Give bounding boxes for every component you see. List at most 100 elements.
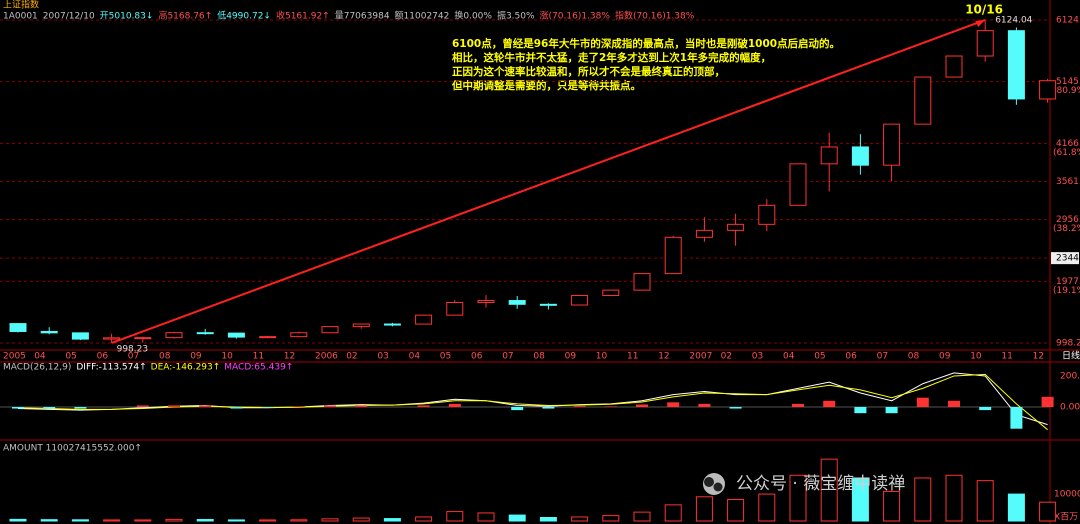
macd-bar — [292, 406, 305, 407]
macd-bar — [199, 405, 212, 407]
candle-body — [976, 30, 994, 57]
volume-bar — [227, 519, 245, 522]
macd-bar — [667, 402, 680, 407]
candle-body — [914, 76, 932, 125]
candle-body — [103, 337, 121, 340]
macd-bar — [1010, 406, 1023, 429]
high-label: 6124.04 — [995, 15, 1032, 25]
candle-body — [851, 146, 869, 166]
trend-arrow — [111, 19, 986, 344]
panel-title: AMOUNT 110027415552.000↑ — [3, 444, 142, 454]
macd-bar — [823, 400, 836, 407]
header-info: 1A0001 — [3, 12, 38, 22]
fib-label: (61.8%) — [1053, 148, 1080, 158]
candle-body — [695, 229, 713, 238]
annotation-line: 相比，这轮牛市并不太猛，走了2年多才达到上次1年多完成的幅度， — [452, 51, 771, 64]
panel-title: MACD(26,12,9) — [3, 363, 71, 373]
candle-body — [227, 332, 245, 338]
volume-bar — [695, 496, 713, 522]
macd-bar — [448, 403, 461, 407]
candle-body — [352, 323, 370, 328]
x-tick-label: 08 — [533, 352, 545, 362]
x-tick-label: 05 — [65, 352, 76, 362]
macd-bar — [324, 405, 336, 407]
x-tick-label: 08 — [159, 352, 171, 362]
x-tick-label: 2005 — [3, 352, 26, 362]
x-tick-label: 10 — [596, 352, 608, 362]
y-tick-label: 200.00 — [1060, 371, 1080, 381]
macd-bar — [168, 405, 180, 407]
macd-bar — [230, 406, 243, 409]
x-tick-label: 02 — [721, 352, 732, 362]
macd-bar — [417, 405, 430, 407]
volume-bar — [633, 511, 651, 522]
candle-body — [602, 289, 620, 296]
macd-bar — [355, 405, 368, 407]
macd-bar — [261, 406, 274, 408]
macd-bar — [573, 406, 586, 407]
volume-bar — [9, 518, 27, 522]
header-info: 收5161.92↑ — [276, 10, 330, 22]
watermark-text: 公众号 · 薇宝缠中读禅 — [736, 474, 905, 494]
candle-body — [477, 300, 495, 303]
volume-bar — [883, 490, 901, 522]
macd-bar — [12, 406, 24, 409]
candle-body — [727, 223, 745, 231]
legend-entry: MACD:65.439↑ — [224, 363, 293, 373]
y-tick-label: 2344.9 — [1056, 254, 1080, 264]
peak-date: 10/16 — [965, 2, 1003, 16]
volume-bar — [1007, 493, 1025, 522]
candle-body — [165, 332, 183, 339]
header-info: 振3.50% — [497, 10, 535, 22]
volume-bar — [976, 480, 994, 522]
y-tick-label: 2956.3 — [1056, 215, 1080, 225]
volume-bar — [103, 519, 121, 522]
trend-arrowhead — [975, 19, 986, 27]
annotation-line: 正因为这个速率比较温和，所以才不会是最终真正的顶部， — [452, 65, 725, 78]
candle-body — [571, 294, 589, 306]
x-tick-label: 11 — [253, 352, 264, 362]
header-info: 2007/12/10 — [43, 12, 95, 22]
watermark-icon — [704, 477, 714, 487]
x-tick-label: 12 — [658, 352, 669, 362]
x-tick-label: 05 — [814, 352, 825, 362]
x-tick-label: 10 — [221, 352, 233, 362]
annotation-line: 6100点，曾经是96年大牛市的深成指的最高点，当时也是刚破1000点后启动的。 — [452, 37, 840, 50]
y-tick-label: 1977.5 — [1056, 277, 1080, 287]
candle-body — [508, 300, 526, 305]
x-tick-label: 02 — [346, 352, 357, 362]
x-tick-label: 07 — [877, 352, 888, 362]
x-tick-label: 04 — [409, 352, 421, 362]
candle-body — [539, 303, 557, 306]
volume-bar — [789, 474, 807, 522]
x-tick-label: 10 — [970, 352, 982, 362]
x-tick-label: 04 — [34, 352, 46, 362]
volume-bar — [477, 512, 495, 522]
volume-bar — [352, 517, 370, 522]
x-tick-label: 06 — [845, 352, 857, 362]
period-label: 日线 — [1062, 350, 1080, 362]
volume-bar — [727, 498, 745, 522]
watermark: 公众号 · 薇宝缠中读禅 — [703, 473, 905, 495]
candle-body — [664, 236, 682, 275]
candle-body — [40, 330, 58, 334]
y-tick-label: 1000000 — [1054, 490, 1080, 500]
macd-bar — [136, 405, 149, 407]
candle-body — [1007, 30, 1025, 100]
x-tick-label: 09 — [190, 352, 202, 362]
x-tick-label: 12 — [1033, 352, 1044, 362]
volume-bar — [290, 519, 308, 522]
candle-body — [883, 123, 901, 166]
header-info: 量77063984 — [335, 11, 390, 22]
macd-bar — [74, 406, 87, 409]
x-tick-label: 06 — [471, 352, 483, 362]
fib-label: (38.2%) — [1053, 224, 1080, 234]
annotation-line: 但中期调整是需要的，只是等待共振点。 — [451, 79, 641, 92]
legend-entry: DEA:-146.293↑ — [151, 363, 221, 373]
x-tick-label: 03 — [752, 352, 763, 362]
header-info: 低4990.72↓ — [217, 10, 271, 22]
candle-body — [633, 273, 651, 291]
volume-bar — [945, 474, 963, 522]
macd-bar — [511, 406, 524, 411]
